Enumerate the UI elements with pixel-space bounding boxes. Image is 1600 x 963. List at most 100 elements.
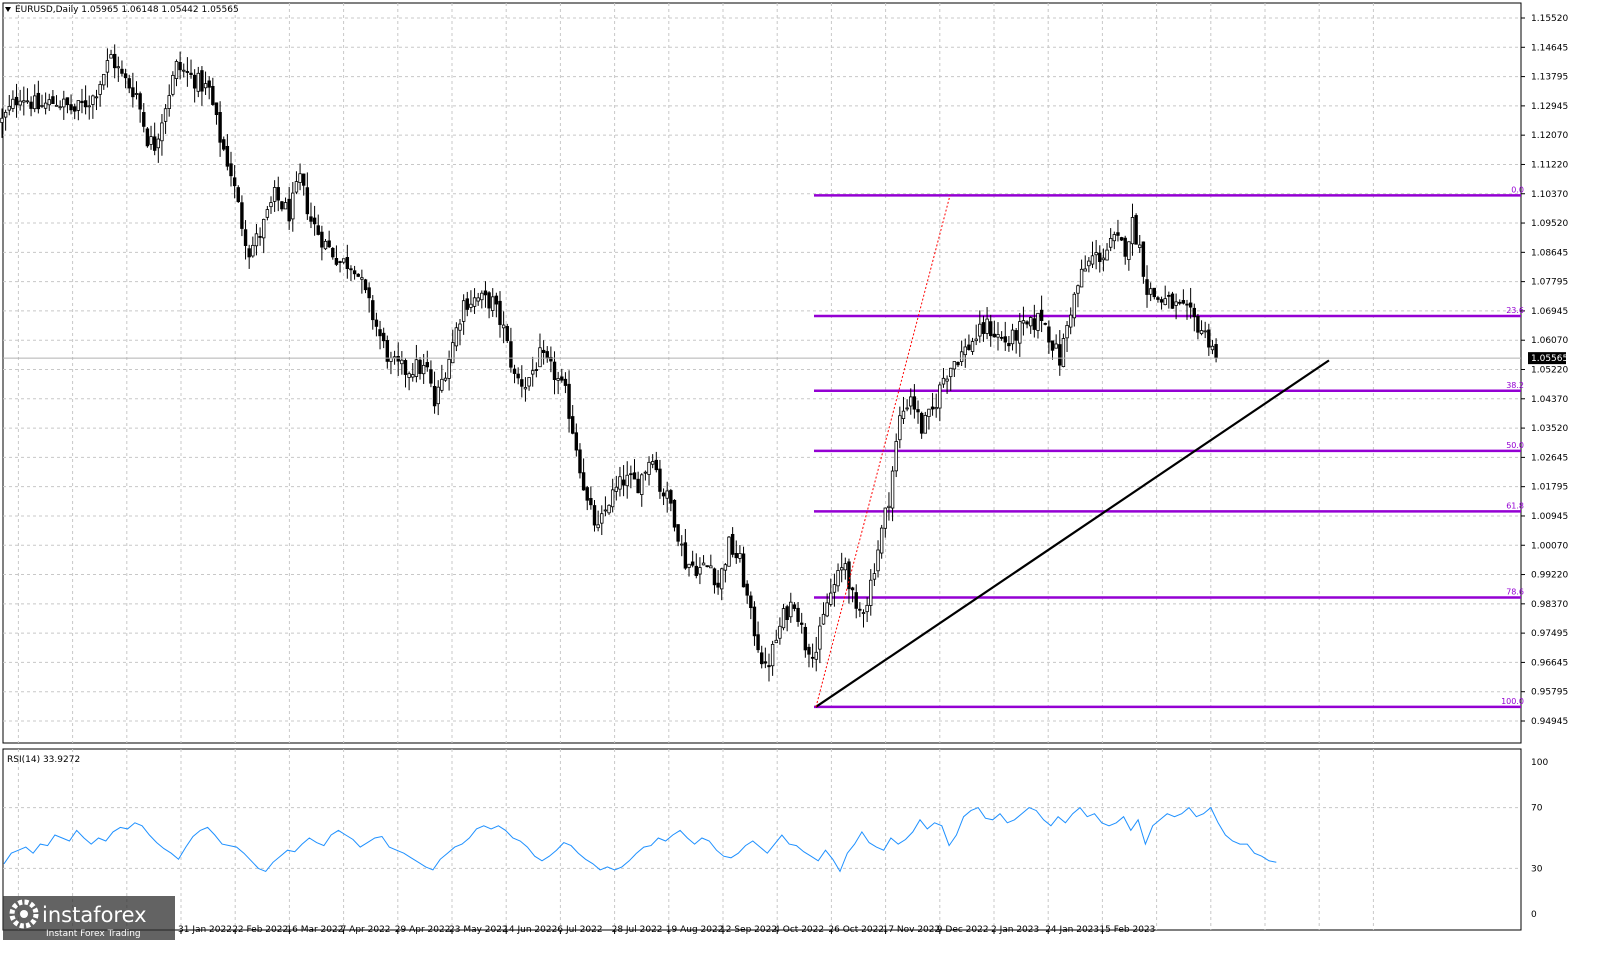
y-tick-label: 1.02645 [1531, 453, 1568, 463]
candle-body [483, 290, 488, 296]
candle-body [25, 100, 30, 103]
candle-body [480, 292, 484, 301]
candle-body [534, 369, 539, 371]
candle-body [734, 553, 738, 559]
candle-body [1036, 312, 1040, 331]
trendline-group[interactable] [815, 195, 1330, 708]
candle-body [760, 652, 764, 665]
candle-body [258, 236, 262, 238]
watermark-tagline: Instant Forex Trading [46, 929, 141, 939]
candle-body [774, 639, 778, 644]
y-tick-label: 0.98370 [1531, 600, 1568, 610]
candle-body [505, 326, 509, 342]
y-tick-label: 1.06945 [1531, 307, 1568, 317]
candle-body [454, 327, 459, 347]
x-tick-label: 12 Sep 2022 [720, 925, 777, 935]
candle-body [701, 562, 706, 566]
y-tick-label: 1.00945 [1531, 512, 1568, 522]
candle-body [705, 565, 709, 568]
candle-body [905, 407, 909, 410]
candle-body [745, 583, 749, 596]
candle-body [1156, 297, 1160, 300]
candle-body [1050, 340, 1055, 351]
fib-diagonal-line [815, 195, 951, 707]
candle-body [40, 105, 44, 107]
candle-body [1207, 329, 1211, 348]
candle-body [472, 297, 477, 307]
candle-body [723, 564, 728, 571]
gear-logo-icon [9, 899, 39, 929]
candle-body [1210, 345, 1215, 351]
candle-body [36, 92, 41, 110]
candle-body [494, 295, 499, 305]
candle-body [669, 490, 673, 504]
candle-body [981, 322, 986, 334]
candle-body [1134, 215, 1138, 245]
candle-body [163, 108, 168, 122]
candle-body [909, 396, 913, 407]
candle-body [152, 136, 157, 151]
candle-body [218, 112, 222, 143]
y-tick-label: 1.06070 [1531, 336, 1568, 346]
candle-body [614, 486, 619, 492]
candle-body [414, 359, 419, 377]
candle-body [54, 104, 59, 107]
candle-body [83, 100, 88, 108]
candle-body [498, 300, 502, 325]
candle-body [676, 524, 680, 542]
candle-body [174, 61, 179, 79]
candle-body [207, 80, 211, 88]
candle-body [58, 106, 62, 109]
candle-body [98, 84, 102, 95]
candle-body [596, 524, 600, 529]
y-tick-label: 1.11220 [1531, 160, 1568, 170]
candle-body [3, 111, 8, 118]
x-tick-label: 7 Apr 2022 [341, 925, 391, 935]
fib-level-label: 50.0 [1506, 441, 1524, 450]
candle-body [1101, 257, 1106, 261]
y-tick-label: 0.97495 [1531, 629, 1568, 639]
candle-body [974, 338, 978, 342]
candle-body [738, 553, 742, 559]
candle-body [800, 622, 804, 625]
candle-body [145, 128, 150, 147]
candle-body [349, 268, 353, 271]
candle-body [1188, 302, 1193, 308]
candle-body [501, 324, 506, 329]
candle-body [247, 248, 251, 258]
candle-body [872, 573, 877, 580]
candle-body [1123, 237, 1127, 257]
candle-body [610, 489, 615, 508]
candle-body [11, 98, 15, 109]
candle-body [996, 334, 1000, 338]
candle-body [647, 461, 651, 475]
y-tick-label: 1.05220 [1531, 366, 1568, 376]
candle-body [1214, 344, 1218, 359]
candle-body [563, 378, 568, 386]
candle-body [839, 567, 844, 571]
y-tick-label: 0.96645 [1531, 658, 1568, 668]
candle-body [1112, 234, 1117, 242]
fib-level-label: 0.0 [1511, 185, 1524, 194]
candle-body [142, 112, 146, 127]
candle-body [254, 233, 259, 247]
candle-body [883, 507, 888, 529]
candle-body [76, 100, 81, 111]
candle-body [1010, 329, 1015, 345]
candle-body [581, 472, 586, 491]
y-tick-label: 1.08645 [1531, 248, 1568, 258]
x-tick-label: 22 Feb 2022 [232, 925, 288, 935]
x-tick-label: 29 Apr 2022 [395, 925, 451, 935]
y-tick-label: 1.15520 [1531, 14, 1568, 24]
current-price-label: 1.05565 [1531, 354, 1568, 364]
y-tick-label: 1.10370 [1531, 190, 1568, 200]
fibonacci-retracement[interactable]: 0.0 23.6 38.2 50.0 61.8 78.6 100.0 [814, 185, 1524, 709]
y-tick-label: 0.99220 [1531, 571, 1568, 581]
chart-menu-triangle-icon[interactable] [5, 7, 11, 12]
candle-body [178, 61, 182, 71]
candle-body [650, 461, 655, 465]
candle-body [694, 565, 698, 576]
candle-body [749, 595, 753, 609]
